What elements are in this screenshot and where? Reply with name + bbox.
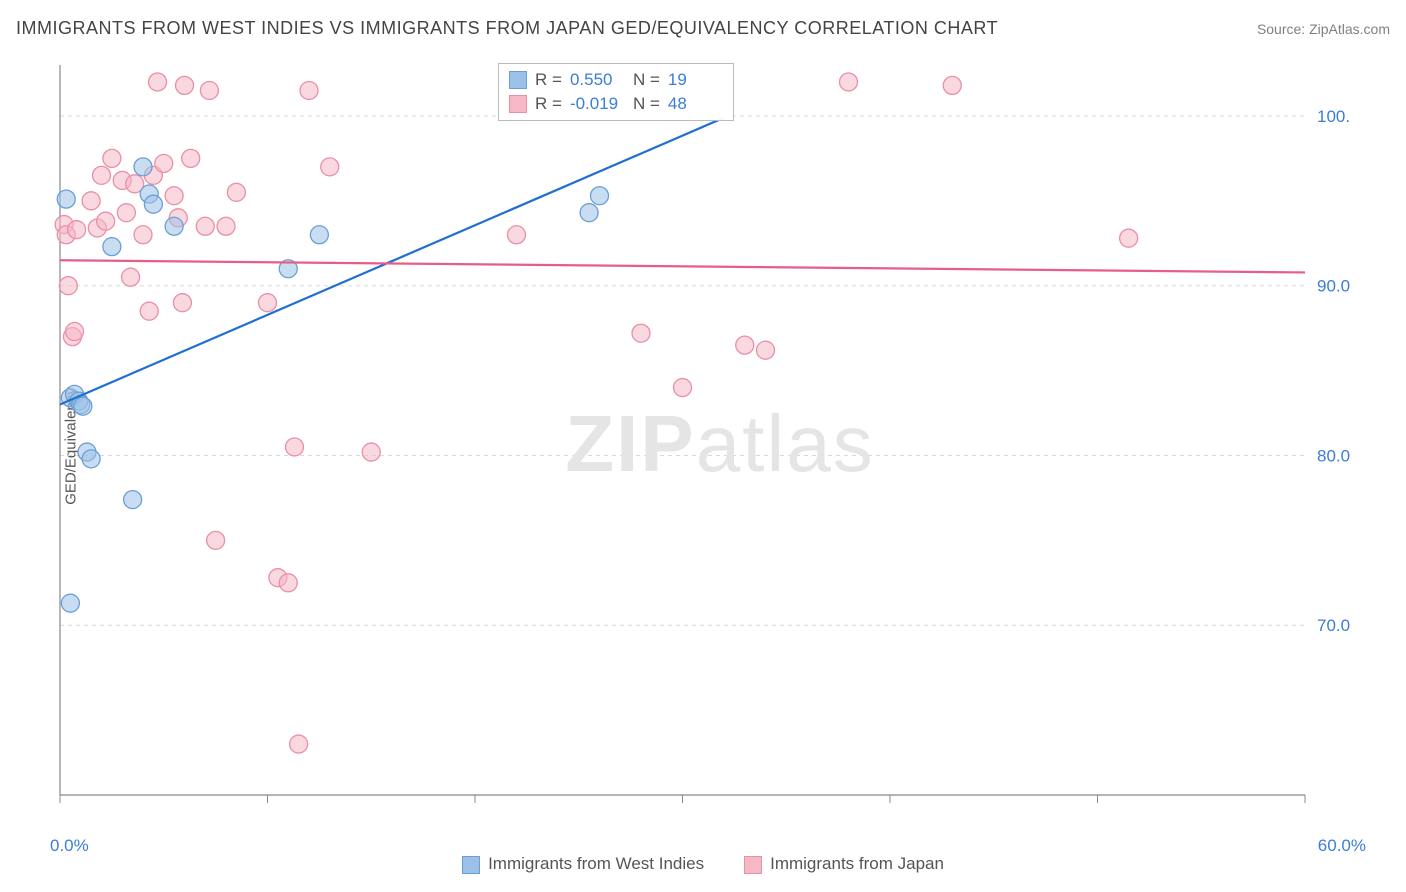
correlation-box: R = 0.550N = 19R = -0.019N = 48 (498, 63, 734, 121)
chart-header: IMMIGRANTS FROM WEST INDIES VS IMMIGRANT… (16, 18, 1390, 39)
legend-swatch-japan (744, 856, 762, 874)
scatter-chart: 70.0% 80.0% 90.0% 100.0% (50, 55, 1350, 815)
legend-label-west-indies: Immigrants from West Indies (488, 854, 704, 873)
x-tick-max: 60.0% (1318, 836, 1366, 856)
svg-text:80.0%: 80.0% (1317, 446, 1350, 465)
chart-area: ZIPatlas 70.0%80.0%90.0%100.0% R = 0.550… (50, 55, 1390, 832)
bottom-legend: 0.0% Immigrants from West Indies Immigra… (0, 854, 1406, 874)
legend-swatch-west-indies (462, 856, 480, 874)
svg-text:70.0%: 70.0% (1317, 616, 1350, 635)
legend-label-japan: Immigrants from Japan (770, 854, 944, 873)
svg-text:90.0%: 90.0% (1317, 277, 1350, 296)
chart-source: Source: ZipAtlas.com (1257, 21, 1390, 37)
legend-item-west-indies: Immigrants from West Indies (462, 854, 704, 874)
svg-text:100.0%: 100.0% (1317, 107, 1350, 126)
legend-item-japan: Immigrants from Japan (744, 854, 944, 874)
chart-title: IMMIGRANTS FROM WEST INDIES VS IMMIGRANT… (16, 18, 998, 39)
x-tick-min: 0.0% (50, 836, 89, 856)
